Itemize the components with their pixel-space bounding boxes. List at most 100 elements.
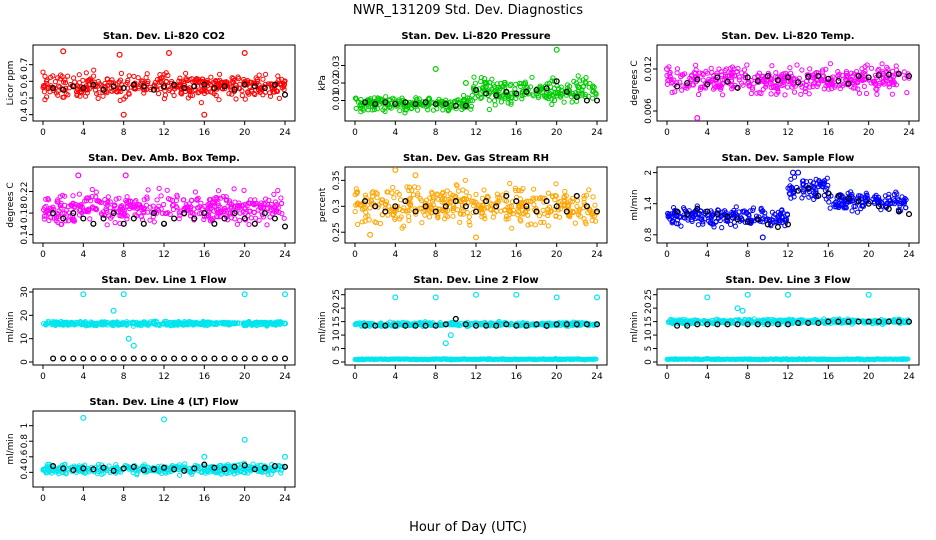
y-tick-label: 15 [332,316,342,327]
raw-point [501,207,507,213]
raw-point [215,188,222,194]
x-tick-label: 8 [121,128,127,138]
raw-point [508,203,514,209]
raw-point [179,91,185,97]
x-tick-label: 24 [903,250,915,260]
hourly-mean-point [160,83,168,90]
raw-point [440,107,446,113]
raw-point [904,90,910,96]
raw-point [803,78,810,85]
raw-point [201,214,207,220]
hourly-mean-point [845,318,852,325]
raw-point [206,201,212,207]
raw-point [813,176,819,182]
x-tick-label: 20 [863,128,875,138]
raw-point [355,221,361,227]
raw-point [495,194,501,200]
raw-point [826,199,832,205]
raw-point [569,99,575,105]
raw-point [251,201,257,207]
raw-point [190,92,196,99]
x-tick-label: 12 [470,128,481,138]
hourly-mean-point [271,355,278,362]
raw-point [526,322,533,328]
hourly-mean-point [110,355,117,362]
x-tick-label: 20 [239,128,251,138]
data-points [352,291,601,363]
raw-point [861,83,867,90]
hourly-mean-point [774,223,781,231]
raw-point [498,208,504,214]
raw-point [359,323,365,329]
hourly-mean-point [573,93,580,101]
hourly-mean-point [563,208,570,215]
y-axis-label: ml/min [318,311,328,342]
panel-4: Stan. Dev. Amb. Box Temp.0 4 8 12 16 20 240.14… [6,153,296,260]
raw-point [585,210,591,216]
raw-point [141,197,147,203]
raw-point [237,203,243,209]
hourly-mean-point [90,81,97,88]
raw-point [843,76,849,83]
raw-point [766,216,772,222]
raw-point [384,189,390,195]
raw-point [165,72,171,79]
hourly-mean-point [503,192,510,199]
raw-point [666,71,672,77]
hourly-mean-point [855,72,862,80]
raw-point [688,73,695,79]
hourly-mean-point [593,208,601,215]
hourly-mean-point [432,208,439,215]
raw-point [581,216,587,222]
raw-point [359,219,365,225]
hourly-mean-point [442,100,449,108]
hourly-mean-point [362,99,369,106]
raw-point [583,221,589,227]
x-tick-label: 24 [279,372,291,382]
hourly-mean-point [875,318,882,325]
raw-point [353,321,359,327]
raw-point [895,197,901,203]
raw-point [515,212,521,218]
x-tick-label: 0 [664,128,670,138]
raw-point [270,89,276,95]
raw-point [575,84,582,91]
hourly-mean-point [563,321,570,328]
hourly-mean-point [523,88,530,95]
raw-point [468,103,474,109]
raw-point [467,222,473,228]
raw-point [521,80,527,87]
raw-point [557,321,564,327]
raw-point [367,320,373,327]
raw-point [106,79,112,86]
x-tick-label: 20 [239,250,251,260]
raw-point [872,81,879,87]
hourly-mean-point [211,355,218,362]
raw-point [537,83,543,89]
raw-point [547,90,553,97]
hourly-mean-point [80,320,87,327]
hourly-mean-point [483,322,490,329]
raw-point [236,76,242,82]
raw-point [144,196,150,202]
raw-point [785,78,791,84]
raw-point [760,208,766,214]
hourly-mean-point [80,215,87,222]
raw-point [399,225,405,231]
raw-point [562,197,568,204]
panel-title: Stan. Dev. Line 1 Flow [101,275,226,286]
raw-point [383,201,389,207]
hourly-mean-point [432,100,439,108]
raw-point [281,84,287,90]
data-points [40,48,289,118]
x-tick-label: 8 [433,250,439,260]
outlier-point [412,172,419,179]
raw-point [353,186,359,192]
raw-point [202,204,208,210]
raw-point [370,193,376,199]
raw-point [773,70,779,76]
raw-point [531,186,537,192]
hourly-mean-point [372,100,379,108]
